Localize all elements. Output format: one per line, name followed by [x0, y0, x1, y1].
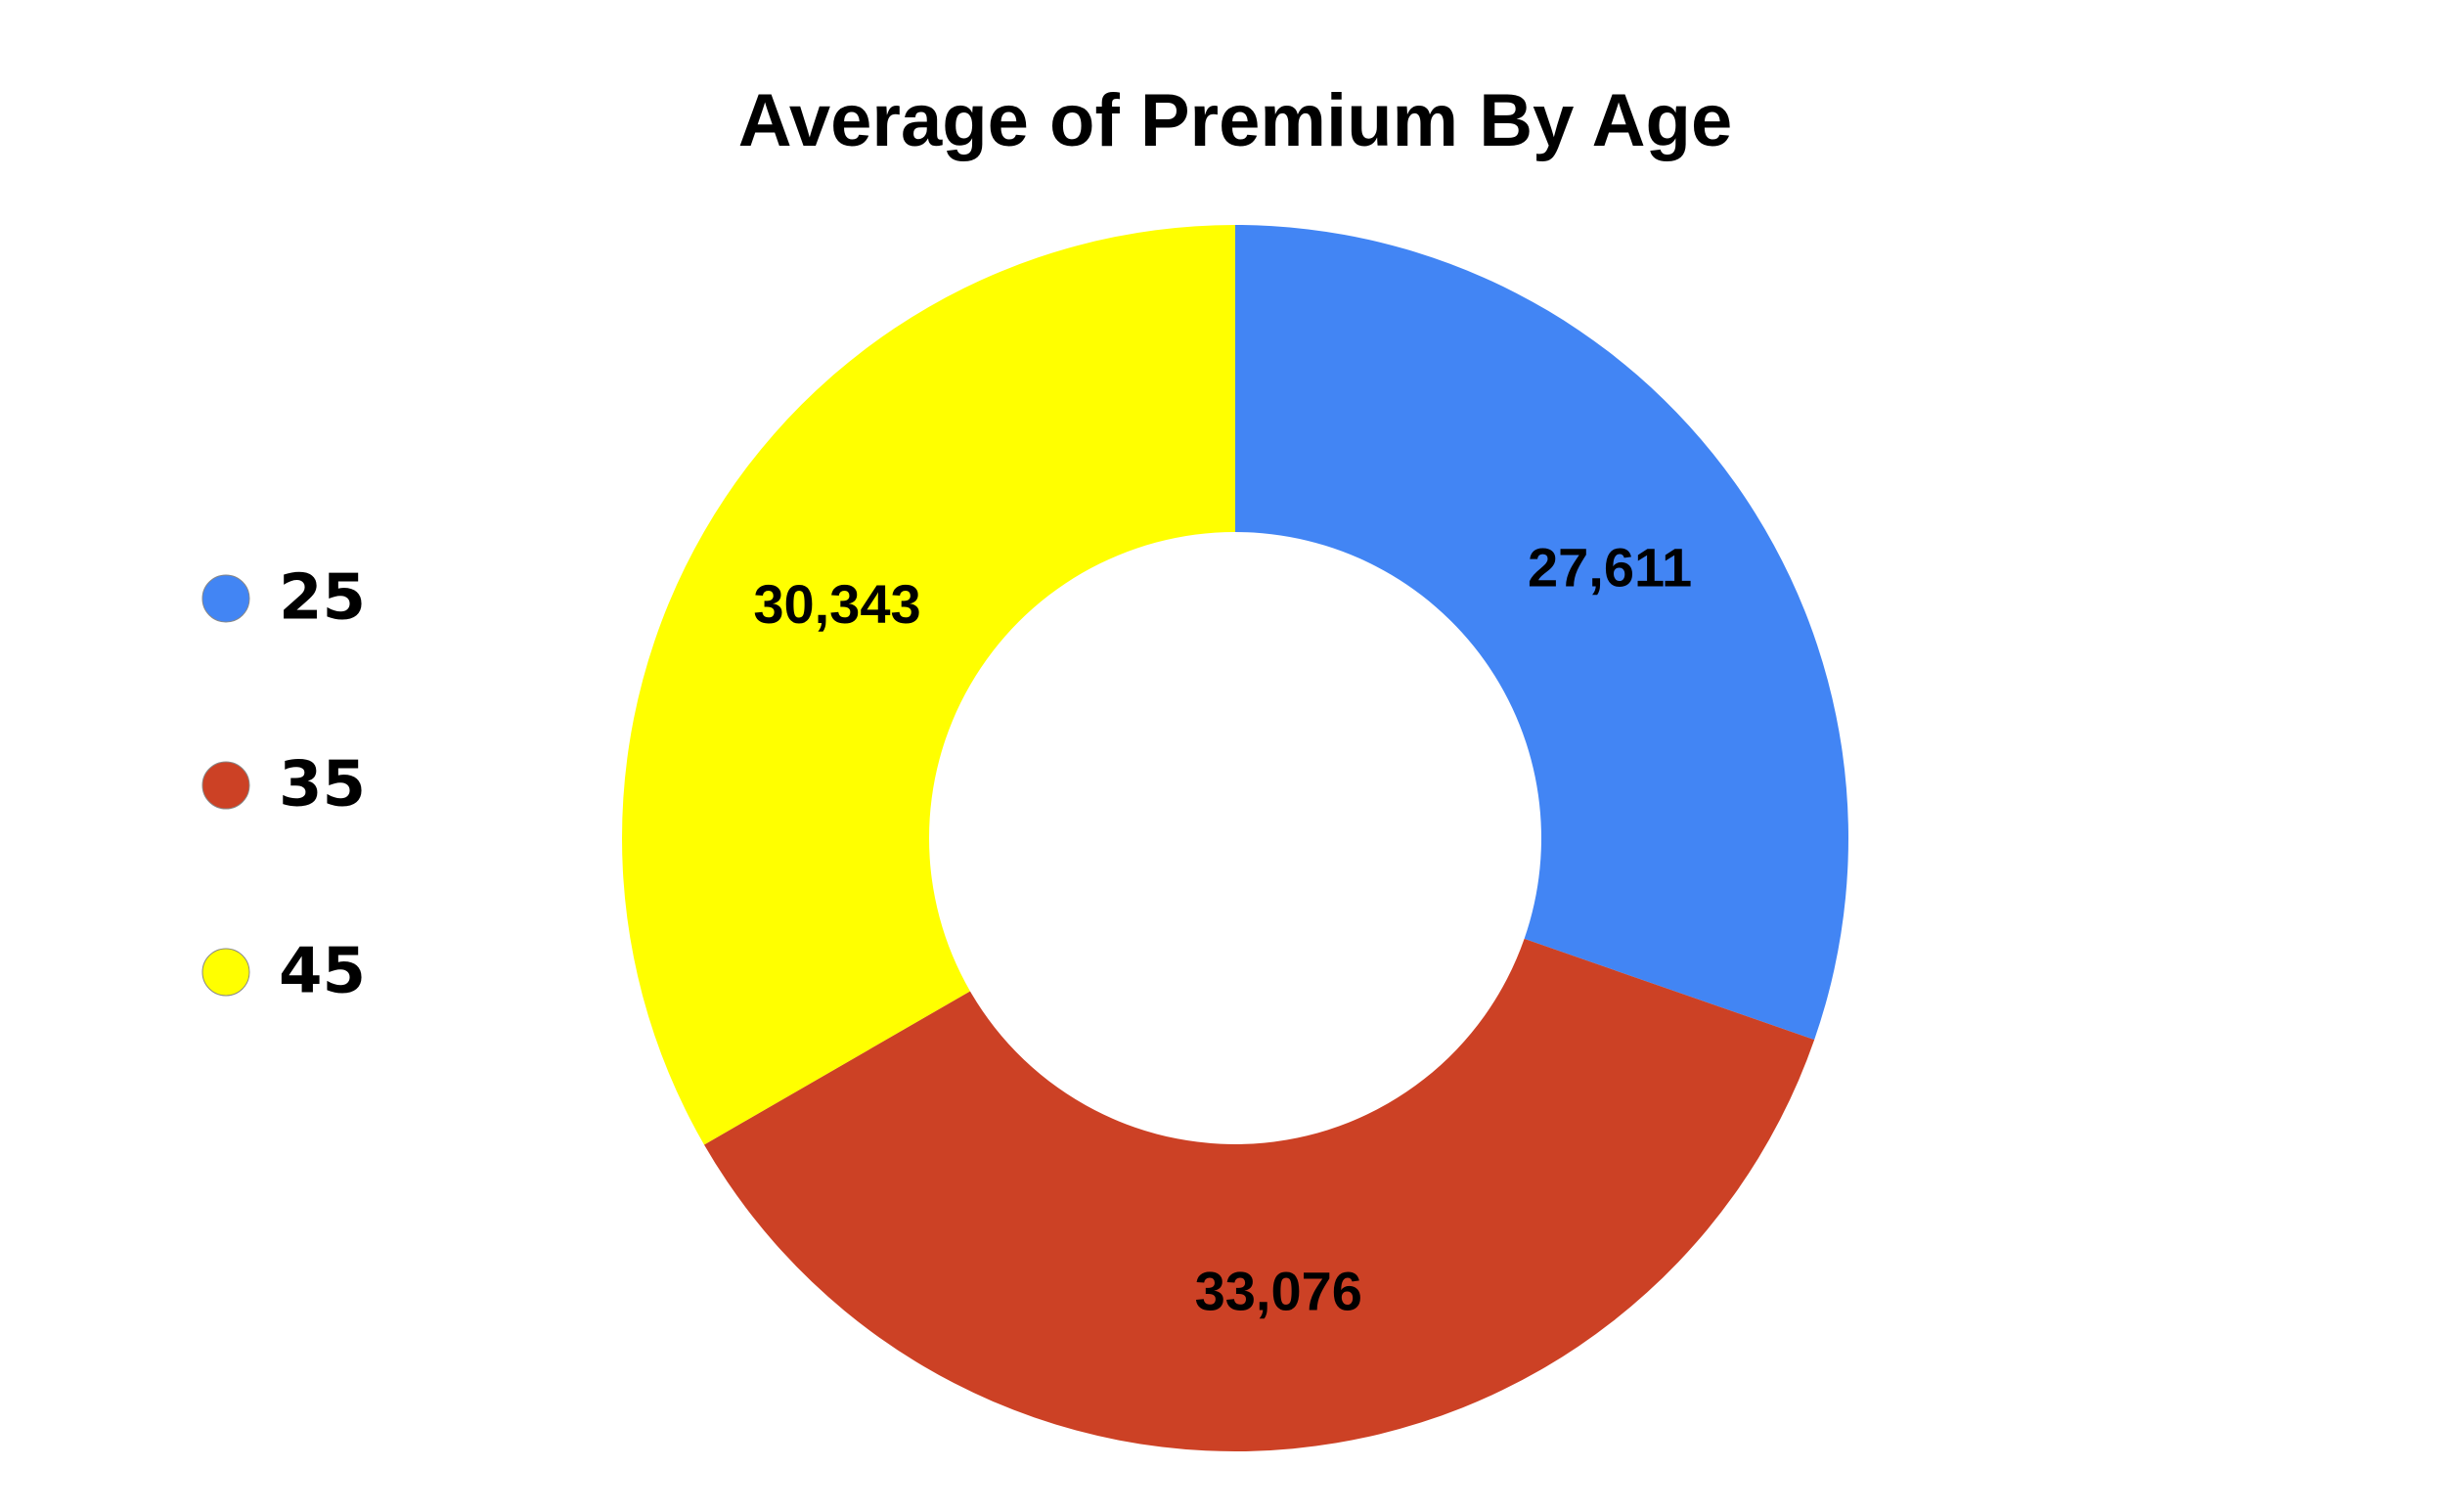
legend-marker [201, 948, 250, 997]
value-label: 27,611 [1528, 537, 1692, 599]
donut-slice [621, 224, 1235, 1145]
value-label: 33,076 [1195, 1261, 1362, 1322]
legend-label: 35 [279, 749, 366, 822]
donut-slice [703, 938, 1815, 1451]
donut-slice [1235, 225, 1848, 1041]
legend-marker [201, 761, 250, 810]
legend-label: 25 [279, 562, 366, 635]
value-label: 30,343 [753, 573, 920, 635]
legend-label: 45 [279, 936, 366, 1008]
chart-title: Average of Premium By Age [738, 79, 1732, 162]
legend-marker [201, 574, 250, 623]
